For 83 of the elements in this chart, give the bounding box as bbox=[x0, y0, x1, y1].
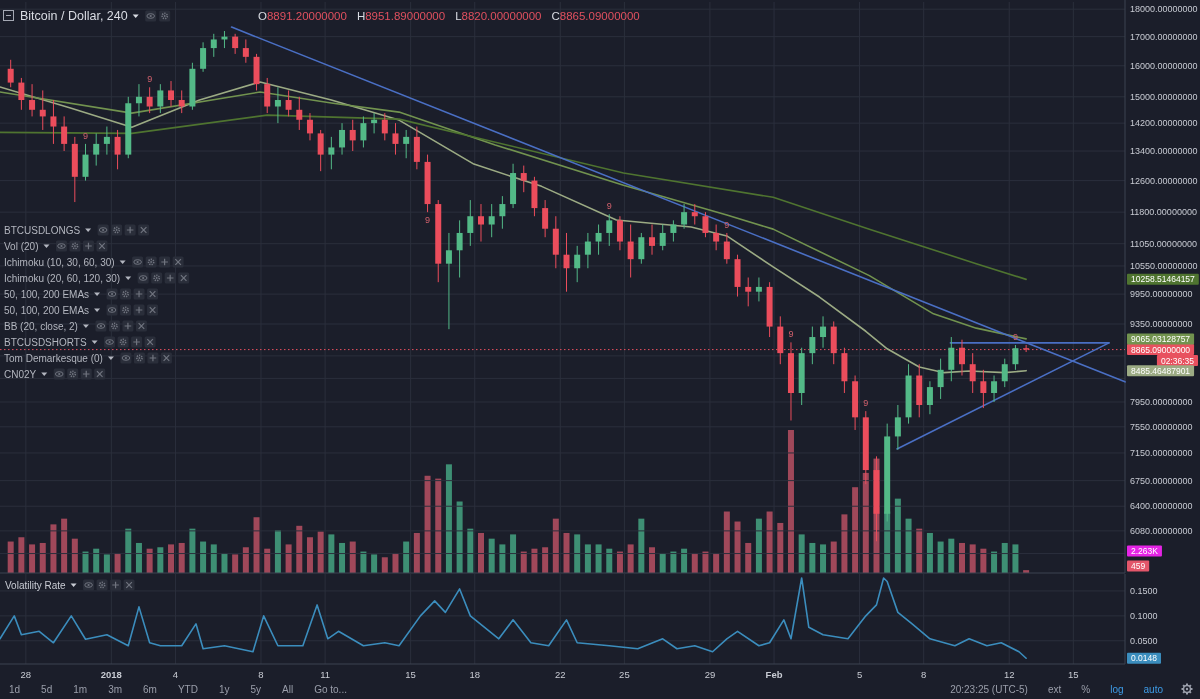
text: 5d bbox=[41, 683, 53, 695]
y-tick-label: 7950.00000000 bbox=[1130, 396, 1193, 407]
text: log bbox=[1110, 683, 1124, 695]
annotation: Tom Demarkesque (0) bbox=[4, 352, 103, 364]
text: 459 bbox=[1131, 561, 1146, 571]
annotation: 9 bbox=[788, 329, 794, 340]
y-tick-label: 10550.00000000 bbox=[1130, 260, 1198, 271]
x-tick-label: 4 bbox=[172, 668, 179, 680]
text: Bitcoin / Dollar, 240 bbox=[20, 9, 128, 23]
x-tick-label: 28 bbox=[20, 668, 32, 680]
x-tick-label: 29 bbox=[704, 668, 716, 680]
text: 6m bbox=[143, 683, 157, 695]
annotation: CN02Y bbox=[4, 368, 37, 380]
annotation: O8891.20000000 bbox=[258, 10, 347, 22]
x-tick-label: 2018 bbox=[100, 668, 122, 680]
text: All bbox=[282, 683, 294, 695]
text: 1m bbox=[73, 683, 88, 695]
text: 2.263K bbox=[1131, 546, 1159, 556]
annotation: Ichimoku (10, 30, 60, 30) bbox=[4, 256, 115, 268]
text: 02:36:35 bbox=[1160, 355, 1195, 366]
y-tick-label: 0.1500 bbox=[1130, 585, 1158, 596]
y-tick-label: 18000.00000000 bbox=[1130, 4, 1198, 15]
annotation: 50, 100, 200 EMAs bbox=[4, 288, 90, 300]
y-tick-label: 6750.00000000 bbox=[1130, 475, 1193, 486]
x-tick-label: 22 bbox=[554, 668, 566, 680]
y-tick-label: 13400.00000000 bbox=[1130, 146, 1198, 157]
text: 9065.03128757 bbox=[1131, 333, 1191, 344]
y-tick-label: 6400.00000000 bbox=[1130, 501, 1193, 512]
text: 3m bbox=[108, 683, 123, 695]
annotation: 9 bbox=[863, 398, 869, 409]
x-tick-label: 11 bbox=[320, 668, 331, 680]
ref-line-label: 8865.09000000 bbox=[1131, 344, 1191, 355]
y-tick-label: 15000.00000000 bbox=[1130, 91, 1198, 102]
x-tick-label: Feb bbox=[765, 668, 783, 680]
annotation: 9 bbox=[1012, 332, 1018, 343]
x-tick-label: 5 bbox=[856, 668, 863, 680]
annotation: 9 bbox=[425, 215, 431, 226]
annotation: H8951.89000000 bbox=[356, 10, 446, 22]
x-tick-label: 18 bbox=[469, 668, 481, 680]
y-tick-label: 6080.00000000 bbox=[1130, 525, 1193, 536]
text: Volatility Rate bbox=[5, 579, 67, 591]
x-tick-label: 25 bbox=[619, 668, 630, 680]
y-tick-label: 0.0500 bbox=[1130, 635, 1158, 646]
text: 0.0148 bbox=[1131, 653, 1158, 664]
x-tick-label: 12 bbox=[1003, 668, 1015, 680]
x-tick-label: 15 bbox=[1068, 668, 1079, 680]
y-tick-label: 14200.00000000 bbox=[1130, 118, 1198, 129]
text: 1d bbox=[9, 683, 21, 695]
annotation: 9 bbox=[147, 74, 153, 85]
text: 1y bbox=[218, 683, 230, 695]
y-tick-label: 16000.00000000 bbox=[1130, 60, 1198, 71]
y-tick-label: 9350.00000000 bbox=[1130, 319, 1193, 330]
text: 5y bbox=[250, 683, 262, 695]
y-tick-label: 17000.00000000 bbox=[1130, 31, 1198, 42]
x-tick-label: 15 bbox=[405, 668, 416, 680]
annotation: L8820.00000000 bbox=[455, 10, 542, 22]
annotation: 9 bbox=[724, 219, 730, 230]
annotation: C8865.09000000 bbox=[551, 10, 640, 22]
annotation: BTCUSDLONGS bbox=[4, 224, 81, 236]
annotation: BB (20, close, 2) bbox=[4, 320, 78, 332]
text: Go to... bbox=[314, 683, 347, 695]
y-tick-label: 11800.00000000 bbox=[1130, 207, 1197, 218]
x-tick-label: 8 bbox=[921, 668, 927, 680]
text: ext bbox=[1047, 683, 1062, 695]
annotation: 9 bbox=[606, 201, 612, 212]
y-tick-label: 12600.00000000 bbox=[1130, 175, 1198, 186]
text: 8485.46487901 bbox=[1131, 365, 1191, 376]
annotation: BTCUSDSHORTS bbox=[4, 336, 87, 348]
text: YTD bbox=[177, 683, 198, 695]
y-tick-label: 7550.00000000 bbox=[1130, 421, 1193, 432]
y-tick-label: 0.1000 bbox=[1130, 610, 1158, 621]
annotation: 9 bbox=[83, 130, 89, 141]
annotation: Vol (20) bbox=[4, 240, 39, 252]
text: 20:23:25 (UTC-5) bbox=[950, 683, 1028, 695]
annotation: 50, 100, 200 EMAs bbox=[4, 304, 90, 316]
y-tick-label: 7150.00000000 bbox=[1130, 447, 1193, 458]
text: auto bbox=[1143, 683, 1164, 695]
x-tick-label: 8 bbox=[258, 668, 264, 680]
text: 10258.51464157 bbox=[1131, 274, 1196, 285]
text: % bbox=[1081, 683, 1091, 695]
y-tick-label: 11050.00000000 bbox=[1130, 238, 1197, 249]
annotation: Ichimoku (20, 60, 120, 30) bbox=[4, 272, 121, 284]
y-tick-label: 9950.00000000 bbox=[1130, 289, 1193, 300]
